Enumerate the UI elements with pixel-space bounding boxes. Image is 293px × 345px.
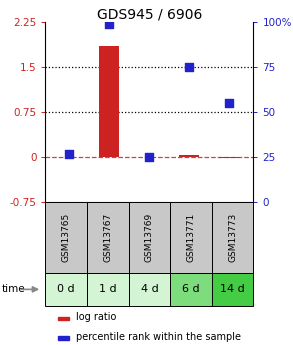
Point xyxy=(107,21,112,27)
Bar xyxy=(58,336,69,339)
Text: percentile rank within the sample: percentile rank within the sample xyxy=(76,332,241,342)
Point xyxy=(187,65,192,70)
Text: GSM13767: GSM13767 xyxy=(103,213,112,262)
Text: GSM13765: GSM13765 xyxy=(62,213,71,262)
Point xyxy=(67,151,72,156)
Bar xyxy=(170,273,212,306)
Bar xyxy=(212,202,253,273)
Bar xyxy=(45,202,87,273)
Bar xyxy=(58,317,69,320)
Bar xyxy=(45,273,87,306)
Text: log ratio: log ratio xyxy=(76,312,116,322)
Bar xyxy=(219,157,239,158)
Bar xyxy=(212,273,253,306)
Text: 6 d: 6 d xyxy=(182,284,200,294)
Text: GSM13773: GSM13773 xyxy=(228,213,237,262)
Bar xyxy=(129,202,170,273)
Text: GSM13771: GSM13771 xyxy=(187,213,195,262)
Point xyxy=(147,155,152,160)
Text: 14 d: 14 d xyxy=(220,284,245,294)
Bar xyxy=(87,273,129,306)
Text: time: time xyxy=(2,284,25,294)
Bar xyxy=(129,273,170,306)
Bar xyxy=(99,46,120,157)
Text: 0 d: 0 d xyxy=(57,284,75,294)
Point xyxy=(227,100,232,106)
Bar xyxy=(87,202,129,273)
Bar xyxy=(179,155,200,157)
Text: 1 d: 1 d xyxy=(99,284,117,294)
Text: GSM13769: GSM13769 xyxy=(145,213,154,262)
Title: GDS945 / 6906: GDS945 / 6906 xyxy=(97,7,202,21)
Text: 4 d: 4 d xyxy=(141,284,158,294)
Bar xyxy=(170,202,212,273)
